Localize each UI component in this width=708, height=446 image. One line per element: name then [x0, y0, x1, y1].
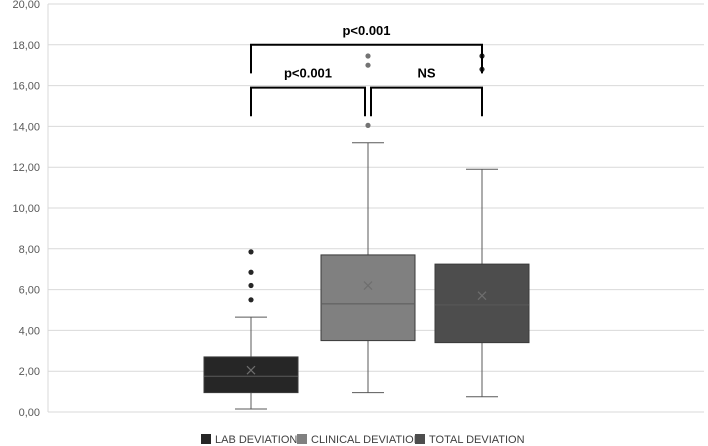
legend-swatch: [201, 434, 211, 444]
y-tick-label: 4,00: [19, 325, 40, 337]
outlier-point: [248, 269, 254, 275]
box-series-1: [203, 249, 299, 410]
outlier-point: [248, 249, 254, 255]
significance-bracket-3: NS: [370, 66, 483, 117]
significance-bracket-1: p<0.001: [250, 23, 483, 74]
iqr-box: [320, 254, 416, 342]
outlier-point: [248, 297, 254, 303]
box-series-3: [434, 53, 530, 398]
y-tick-label: 16,00: [12, 81, 40, 93]
significance-label: p<0.001: [342, 23, 390, 38]
box-series-2: [320, 53, 416, 394]
mean-marker: [246, 365, 256, 375]
mean-marker: [477, 291, 487, 301]
outlier-point: [365, 62, 371, 68]
box-plot-series: [203, 53, 530, 410]
significance-label: NS: [417, 66, 435, 81]
outlier-point: [365, 122, 371, 128]
bracket-line: [250, 43, 483, 74]
significance-bracket-2: p<0.001: [250, 66, 366, 117]
y-tick-label: 18,00: [12, 40, 40, 52]
legend-label: TOTAL DEVIATION: [429, 434, 525, 446]
legend-item-1: LAB DEVIATION: [201, 434, 297, 446]
legend-label: LAB DEVIATION: [215, 434, 297, 446]
y-tick-label: 8,00: [19, 244, 40, 256]
legend-item-2: CLINICAL DEVIATION: [297, 434, 422, 446]
legend-item-3: TOTAL DEVIATION: [415, 434, 525, 446]
grid-lines: [47, 3, 704, 413]
outlier-point: [248, 282, 254, 289]
bracket-line: [250, 86, 366, 117]
bracket-line: [370, 86, 483, 117]
significance-label: p<0.001: [284, 66, 332, 81]
y-tick-label: 0,00: [19, 407, 40, 419]
y-tick-label: 12,00: [12, 162, 40, 174]
legend-swatch: [415, 434, 425, 444]
legend: LAB DEVIATION CLINICAL DEVIATION TOTAL DEV…: [201, 434, 525, 446]
y-tick-label: 2,00: [19, 366, 40, 378]
legend-label: CLINICAL DEVIATION: [311, 434, 422, 446]
y-tick-label: 10,00: [12, 203, 40, 215]
y-axis-tick-labels: 0,00 2,00 4,00 6,00 8,00 10,00 12,00 14,00 16,00…: [12, 0, 40, 419]
y-tick-label: 6,00: [19, 285, 40, 297]
significance-annotations: p<0.001 p<0.001 NS: [250, 23, 483, 117]
iqr-box: [203, 356, 299, 394]
outlier-point: [365, 53, 371, 59]
iqr-box: [434, 263, 530, 344]
y-tick-label: 14,00: [12, 121, 40, 133]
legend-swatch: [297, 434, 307, 444]
mean-marker: [363, 281, 373, 290]
y-tick-label: 20,00: [12, 0, 40, 11]
